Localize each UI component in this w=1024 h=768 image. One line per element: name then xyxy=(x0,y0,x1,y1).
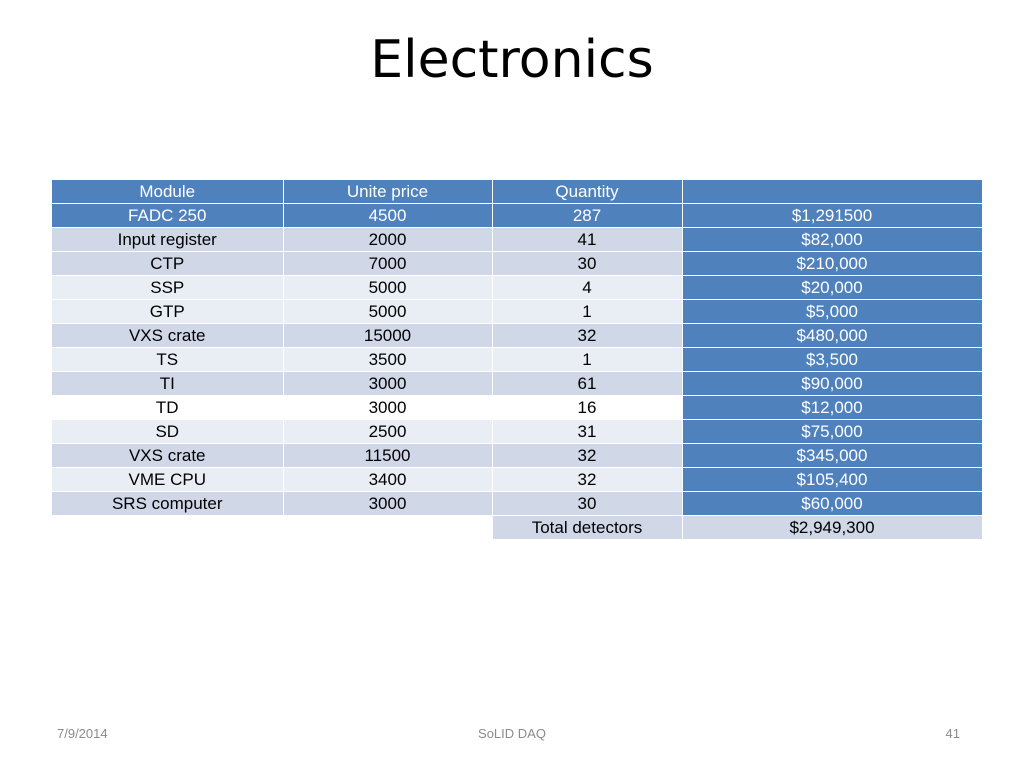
cell-total: $20,000 xyxy=(682,275,983,300)
cell-price: 3000 xyxy=(283,395,493,420)
cell-module: SD xyxy=(52,419,284,444)
cell-module: SSP xyxy=(52,275,284,300)
cell-module: CTP xyxy=(52,251,284,276)
footer-page-number: 41 xyxy=(945,726,960,741)
table-row: SSP 5000 4 $20,000 xyxy=(52,275,983,300)
cell-module: TI xyxy=(52,371,284,396)
cell-total: $60,000 xyxy=(682,491,983,516)
cell-qty: 4 xyxy=(492,275,683,300)
cell-total: $1,291500 xyxy=(682,203,983,228)
cell-total: $90,000 xyxy=(682,371,983,396)
cell-module: FADC 250 xyxy=(52,203,284,228)
cell-module: TD xyxy=(52,395,284,420)
cell-qty: 32 xyxy=(492,323,683,348)
table-row: TI 3000 61 $90,000 xyxy=(52,371,983,396)
cell-total: $345,000 xyxy=(682,443,983,468)
footer-date: 7/9/2014 xyxy=(57,726,108,741)
table-header-row: Module Unite price Quantity xyxy=(52,180,983,204)
blank-cell xyxy=(52,515,284,540)
table-row: FADC 250 4500 287 $1,291500 xyxy=(52,203,983,228)
header-total xyxy=(682,180,983,204)
cell-total: $480,000 xyxy=(682,323,983,348)
cell-total: $75,000 xyxy=(682,419,983,444)
cell-qty: 32 xyxy=(492,467,683,492)
cell-qty: 30 xyxy=(492,491,683,516)
cell-price: 15000 xyxy=(283,323,493,348)
total-row: Total detectors $2,949,300 xyxy=(52,515,983,540)
cell-price: 11500 xyxy=(283,443,493,468)
cell-module: VXS crate xyxy=(52,323,284,348)
header-module: Module xyxy=(52,180,284,204)
cell-module: VME CPU xyxy=(52,467,284,492)
cell-total: $3,500 xyxy=(682,347,983,372)
cell-module: VXS crate xyxy=(52,443,284,468)
blank-cell xyxy=(283,515,493,540)
cell-price: 7000 xyxy=(283,251,493,276)
table-row: SRS computer 3000 30 $60,000 xyxy=(52,491,983,516)
table-row: GTP 5000 1 $5,000 xyxy=(52,299,983,324)
cell-module: GTP xyxy=(52,299,284,324)
table-row: VME CPU 3400 32 $105,400 xyxy=(52,467,983,492)
cell-module: SRS computer xyxy=(52,491,284,516)
cost-table: Module Unite price Quantity FADC 250 450… xyxy=(52,180,983,540)
cell-price: 3000 xyxy=(283,371,493,396)
cell-qty: 61 xyxy=(492,371,683,396)
cell-price: 4500 xyxy=(283,203,493,228)
cell-qty: 32 xyxy=(492,443,683,468)
cell-qty: 30 xyxy=(492,251,683,276)
table-row: TD 3000 16 $12,000 xyxy=(52,395,983,420)
cell-module: TS xyxy=(52,347,284,372)
cell-module: Input register xyxy=(52,227,284,252)
cell-qty: 16 xyxy=(492,395,683,420)
cell-qty: 41 xyxy=(492,227,683,252)
cell-qty: 1 xyxy=(492,347,683,372)
total-label: Total detectors xyxy=(492,515,683,540)
header-quantity: Quantity xyxy=(492,180,683,204)
cell-price: 5000 xyxy=(283,275,493,300)
table-row: VXS crate 15000 32 $480,000 xyxy=(52,323,983,348)
table-row: SD 2500 31 $75,000 xyxy=(52,419,983,444)
header-unit-price: Unite price xyxy=(283,180,493,204)
cell-price: 3400 xyxy=(283,467,493,492)
cell-total: $5,000 xyxy=(682,299,983,324)
cell-price: 5000 xyxy=(283,299,493,324)
cell-total: $210,000 xyxy=(682,251,983,276)
cell-price: 3500 xyxy=(283,347,493,372)
footer-center-text: SoLID DAQ xyxy=(478,726,546,741)
cell-price: 3000 xyxy=(283,491,493,516)
cell-price: 2500 xyxy=(283,419,493,444)
table-row: Input register 2000 41 $82,000 xyxy=(52,227,983,252)
slide-title: Electronics xyxy=(370,30,654,90)
cell-total: $12,000 xyxy=(682,395,983,420)
total-value: $2,949,300 xyxy=(682,515,983,540)
cell-qty: 287 xyxy=(492,203,683,228)
cell-qty: 31 xyxy=(492,419,683,444)
cell-total: $105,400 xyxy=(682,467,983,492)
table-row: TS 3500 1 $3,500 xyxy=(52,347,983,372)
table-row: VXS crate 11500 32 $345,000 xyxy=(52,443,983,468)
cell-total: $82,000 xyxy=(682,227,983,252)
table-row: CTP 7000 30 $210,000 xyxy=(52,251,983,276)
cell-qty: 1 xyxy=(492,299,683,324)
cell-price: 2000 xyxy=(283,227,493,252)
